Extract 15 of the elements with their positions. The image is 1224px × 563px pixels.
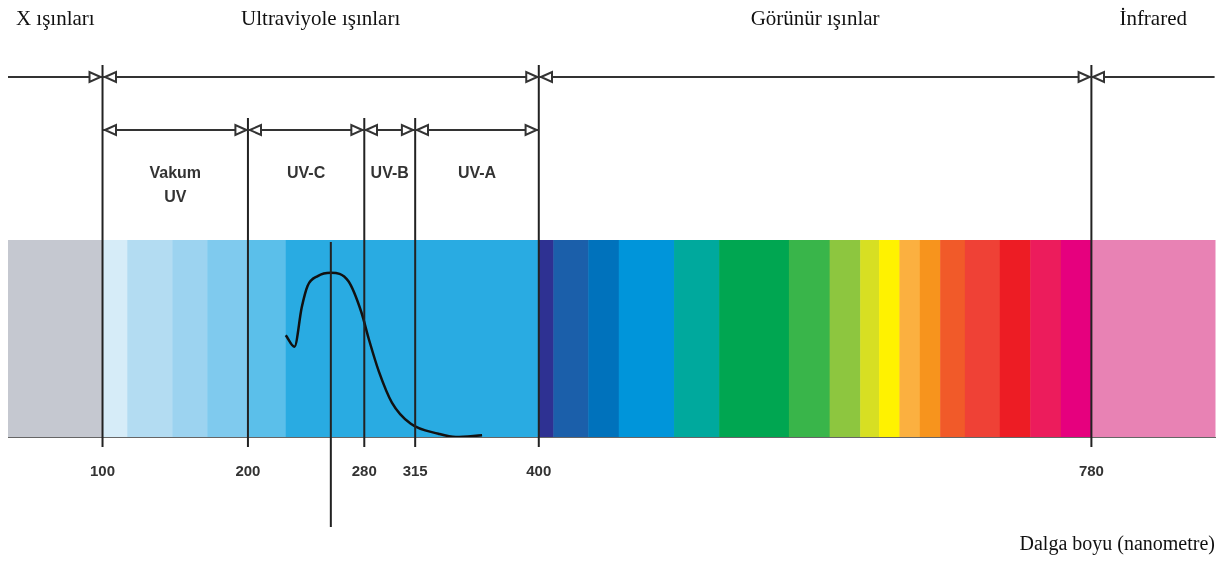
x-tick-label: 780 xyxy=(1078,462,1104,480)
x-tick-label: 200 xyxy=(235,462,261,480)
text: Görünür ışınlar xyxy=(750,6,880,30)
x-axis-title: Dalga boyu (nanometre) xyxy=(1019,532,1215,556)
text: UV-C xyxy=(287,164,326,181)
text: Vakum UV xyxy=(149,164,202,205)
text: X ışınları xyxy=(15,6,95,30)
x-tick-label: 280 xyxy=(351,462,377,480)
x-tick-label: 315 xyxy=(402,462,428,480)
text: İnfrared xyxy=(1119,6,1188,30)
x-tick-label: 100 xyxy=(90,462,116,480)
text: Ultraviyole ışınları xyxy=(241,6,401,30)
text: UV-A xyxy=(457,164,497,181)
x-tick-label: 400 xyxy=(526,462,552,480)
text: UV-B xyxy=(370,164,409,181)
